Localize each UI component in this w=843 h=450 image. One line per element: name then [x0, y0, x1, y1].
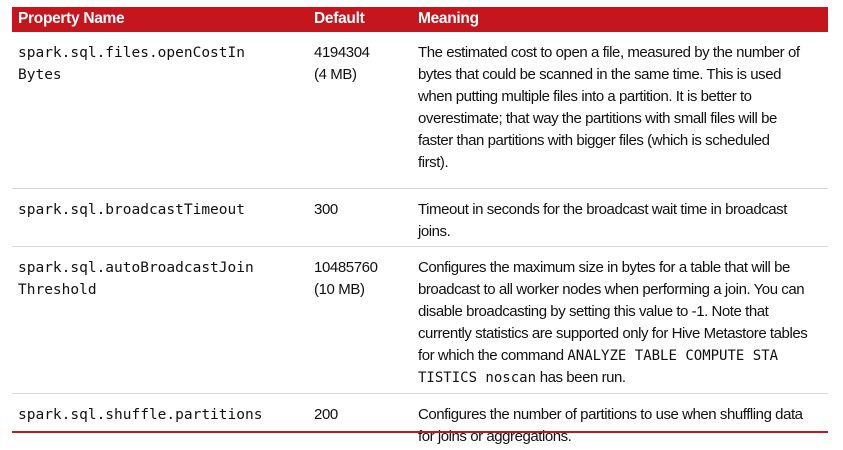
- table-row: spark.sql.autoBroadcastJoin Threshold 10…: [12, 247, 828, 394]
- table-row: spark.sql.files.openCostIn Bytes 4194304…: [12, 32, 828, 189]
- meaning-cell: Configures the number of partitions to u…: [418, 406, 803, 445]
- default-cell: 4194304 (4 MB): [314, 44, 370, 83]
- meaning-cell: Configures the maximum size in bytes for…: [418, 259, 808, 386]
- default-cell: 10485760 (10 MB): [314, 259, 378, 298]
- table-row: spark.sql.broadcastTimeout 300 Timeout i…: [12, 189, 828, 247]
- default-cell: 300: [314, 201, 338, 218]
- default-cell: 200: [314, 406, 338, 423]
- header-meaning: Meaning: [418, 10, 479, 27]
- property-cell: spark.sql.shuffle.partitions: [18, 407, 263, 423]
- table-header: Property Name Default Meaning: [12, 7, 828, 32]
- meaning-cell: The estimated cost to open a file, measu…: [418, 44, 800, 171]
- code-text: TISTICS noscan: [418, 370, 537, 386]
- header-property-name: Property Name: [18, 10, 125, 27]
- meaning-cell: Timeout in seconds for the broadcast wai…: [418, 201, 787, 240]
- code-text: ANALYZE TABLE COMPUTE STA: [567, 348, 779, 364]
- property-cell: spark.sql.autoBroadcastJoin Threshold: [18, 260, 254, 298]
- property-cell: spark.sql.files.openCostIn Bytes: [18, 45, 245, 83]
- property-cell: spark.sql.broadcastTimeout: [18, 202, 245, 218]
- header-default: Default: [314, 10, 365, 27]
- table-bottom-rule: [12, 431, 828, 433]
- table-row: spark.sql.shuffle.partitions 200 Configu…: [12, 394, 828, 450]
- config-table: Property Name Default Meaning spark.sql.…: [12, 7, 828, 450]
